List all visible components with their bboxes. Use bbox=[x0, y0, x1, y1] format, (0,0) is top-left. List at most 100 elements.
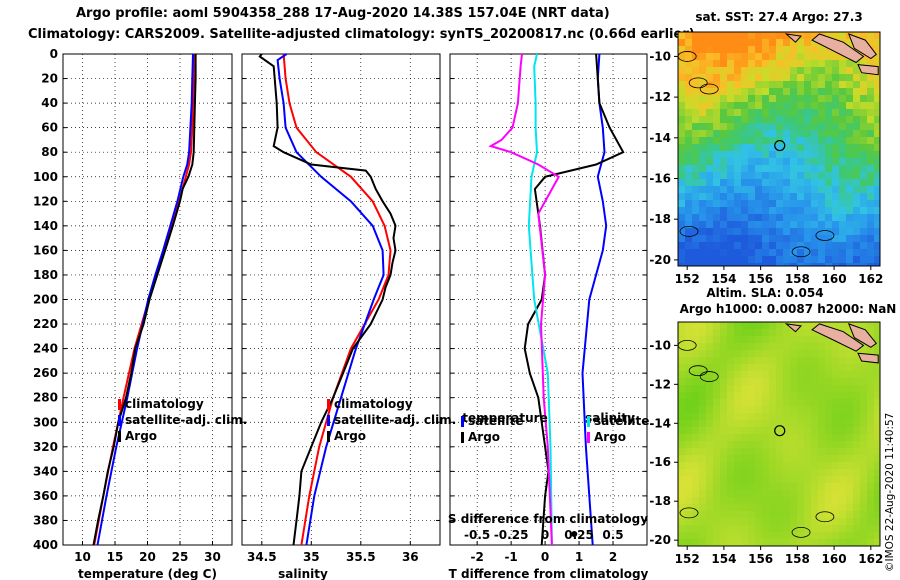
map-cell bbox=[825, 413, 832, 420]
map-cell bbox=[832, 385, 839, 392]
map-cell bbox=[734, 469, 741, 476]
x2-tick-label: 0.5 bbox=[602, 528, 623, 542]
map-cell bbox=[706, 413, 713, 420]
map-cell bbox=[769, 144, 776, 151]
x-tick-label: 34.5 bbox=[247, 550, 277, 564]
map-cell bbox=[685, 483, 692, 490]
legend-swatch bbox=[587, 416, 590, 427]
y-tick-label: 180 bbox=[33, 268, 58, 282]
map-cell bbox=[685, 263, 692, 266]
map-cell bbox=[769, 242, 776, 249]
map-cell bbox=[720, 357, 727, 364]
map-cell bbox=[727, 392, 734, 399]
map-cell bbox=[818, 81, 825, 88]
map-cell bbox=[776, 434, 783, 441]
map-cell bbox=[769, 469, 776, 476]
map-cell bbox=[734, 32, 741, 39]
map-cell bbox=[790, 256, 797, 263]
map-cell bbox=[713, 448, 720, 455]
map-cell bbox=[720, 74, 727, 81]
map-cell bbox=[860, 158, 867, 165]
map-cell bbox=[832, 242, 839, 249]
map-cell bbox=[734, 399, 741, 406]
map-cell bbox=[755, 207, 762, 214]
map-cell bbox=[748, 186, 755, 193]
map-cell bbox=[727, 385, 734, 392]
map-cell bbox=[874, 95, 880, 102]
map-cell bbox=[762, 151, 769, 158]
map-cell bbox=[853, 186, 860, 193]
map-cell bbox=[874, 165, 880, 172]
map-cell bbox=[755, 350, 762, 357]
map-cell bbox=[874, 455, 880, 462]
map-cell bbox=[678, 336, 685, 343]
map-cell bbox=[853, 413, 860, 420]
map-cell bbox=[846, 60, 853, 67]
map-cell bbox=[846, 525, 853, 532]
map-cell bbox=[713, 399, 720, 406]
map-cell bbox=[727, 46, 734, 53]
map-cell bbox=[846, 200, 853, 207]
map-cell bbox=[720, 39, 727, 46]
map-cell bbox=[720, 130, 727, 137]
map-cell bbox=[720, 406, 727, 413]
map-cell bbox=[839, 207, 846, 214]
map-cell bbox=[755, 165, 762, 172]
map-cell bbox=[699, 350, 706, 357]
map-frame bbox=[677, 321, 881, 547]
map-cell bbox=[832, 476, 839, 483]
reef-contour bbox=[699, 83, 719, 95]
map-cell bbox=[699, 371, 706, 378]
map-cell bbox=[867, 228, 874, 235]
map-cell bbox=[797, 193, 804, 200]
map-cell bbox=[706, 462, 713, 469]
map-cell bbox=[790, 357, 797, 364]
map-cell bbox=[741, 399, 748, 406]
map-cell bbox=[748, 427, 755, 434]
map-cell bbox=[720, 158, 727, 165]
map-cell bbox=[867, 144, 874, 151]
map-cell bbox=[825, 123, 832, 130]
map-cell bbox=[699, 151, 706, 158]
map-cell bbox=[769, 172, 776, 179]
map-cell bbox=[825, 434, 832, 441]
map-cell bbox=[804, 242, 811, 249]
map-cell bbox=[699, 532, 706, 539]
x2-tick-label: 0 bbox=[541, 528, 549, 542]
map-cell bbox=[762, 39, 769, 46]
map-cell bbox=[867, 256, 874, 263]
map-cell bbox=[720, 137, 727, 144]
map-cell bbox=[678, 130, 685, 137]
map-cell bbox=[727, 448, 734, 455]
map-cell bbox=[692, 357, 699, 364]
map-cell bbox=[818, 392, 825, 399]
map-cell bbox=[734, 448, 741, 455]
map-cell bbox=[867, 116, 874, 123]
map-cell bbox=[734, 39, 741, 46]
map-cell bbox=[727, 371, 734, 378]
map-cell bbox=[720, 235, 727, 242]
map-cell bbox=[685, 532, 692, 539]
zero-marker bbox=[571, 531, 578, 537]
map-cell bbox=[790, 497, 797, 504]
map-cell bbox=[769, 130, 776, 137]
y-tick-label: 100 bbox=[33, 170, 58, 184]
map-cell bbox=[734, 420, 741, 427]
legend-label: satellite bbox=[468, 414, 523, 428]
map-cell bbox=[699, 511, 706, 518]
map-cell bbox=[769, 102, 776, 109]
map-cell bbox=[755, 364, 762, 371]
map-cell bbox=[860, 221, 867, 228]
legend-label: satellite-adj. clim. bbox=[125, 413, 247, 427]
map-cell bbox=[734, 434, 741, 441]
map-cell bbox=[755, 448, 762, 455]
map-cell bbox=[797, 518, 804, 525]
map-cell bbox=[874, 256, 880, 263]
map-cell bbox=[804, 95, 811, 102]
map-cell bbox=[804, 263, 811, 266]
map-cell bbox=[741, 357, 748, 364]
map-cell bbox=[692, 455, 699, 462]
map-cell bbox=[685, 364, 692, 371]
map-cell bbox=[790, 158, 797, 165]
map-cell bbox=[713, 235, 720, 242]
